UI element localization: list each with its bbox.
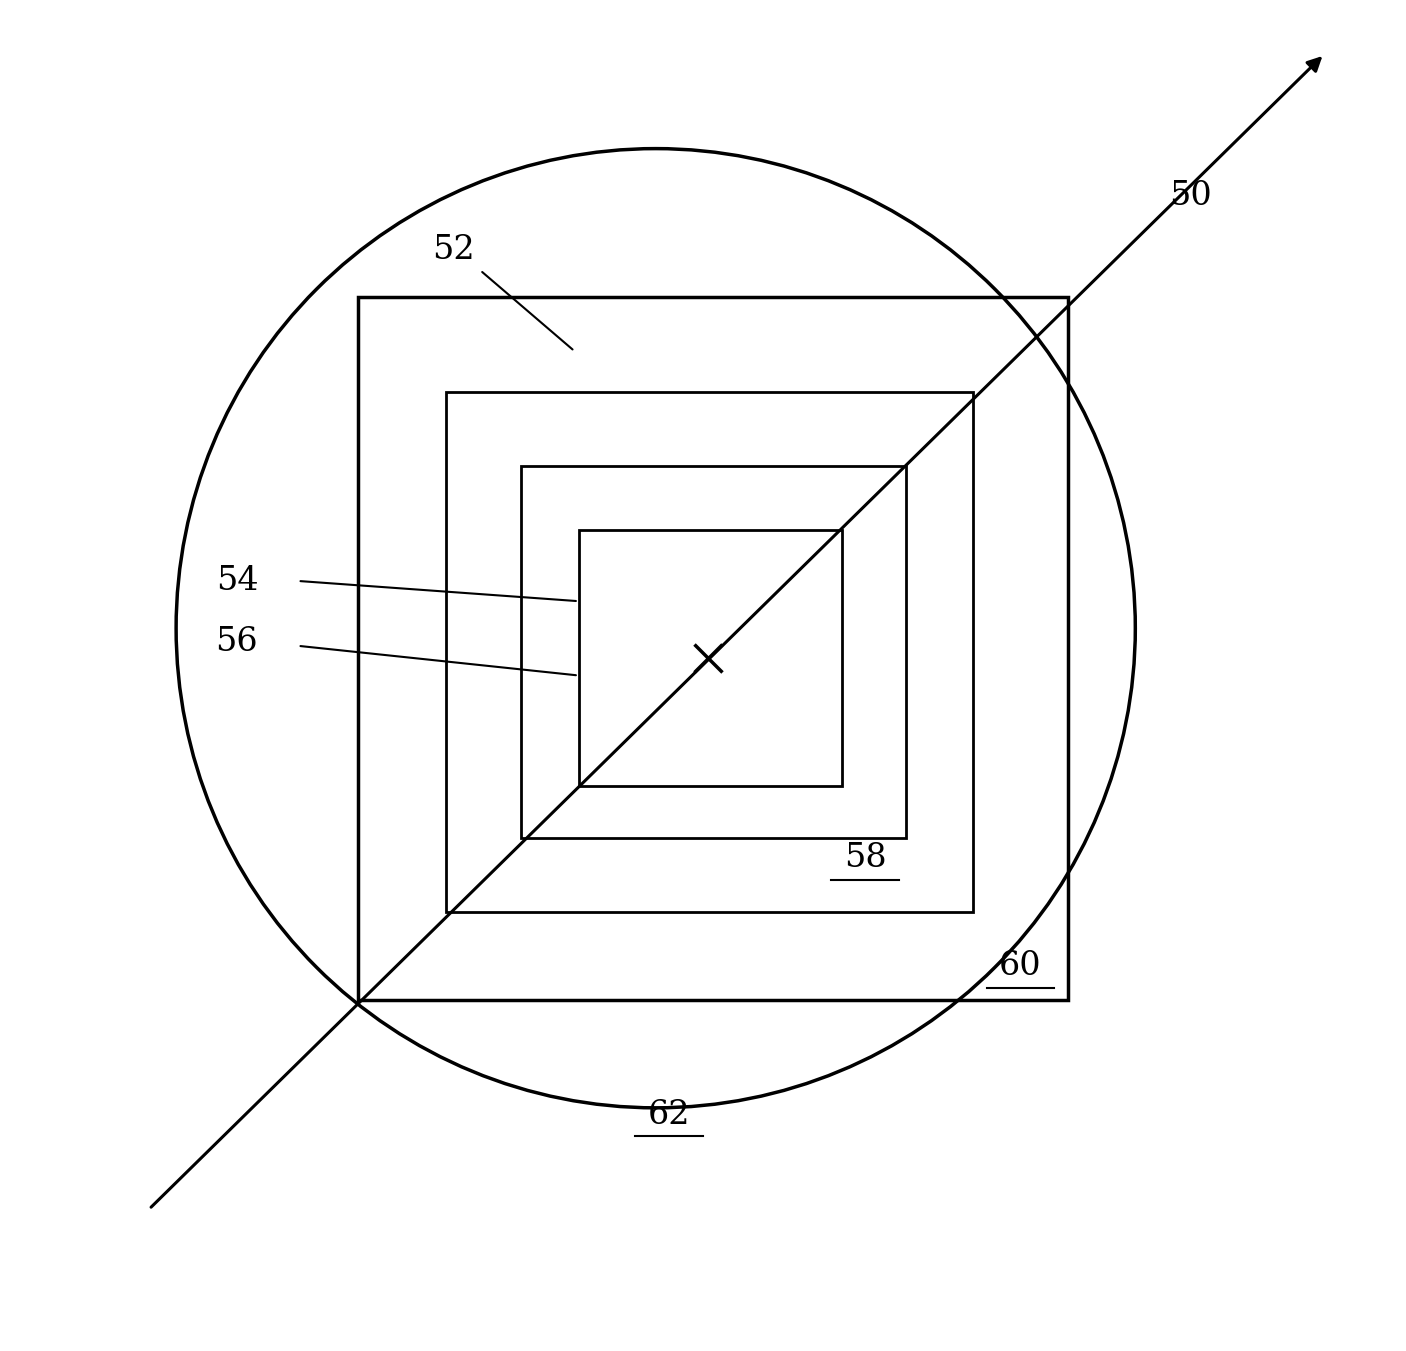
Text: 54: 54 [215, 565, 259, 597]
Bar [446, 392, 973, 912]
Bar [359, 297, 1067, 1000]
Text: 52: 52 [432, 234, 474, 266]
Bar [520, 466, 905, 838]
Text: 50: 50 [1170, 180, 1212, 212]
Text: 56: 56 [215, 626, 259, 658]
Bar [579, 530, 842, 786]
Text: 60: 60 [1000, 950, 1042, 982]
Text: 58: 58 [844, 842, 886, 874]
Text: 62: 62 [648, 1098, 690, 1131]
